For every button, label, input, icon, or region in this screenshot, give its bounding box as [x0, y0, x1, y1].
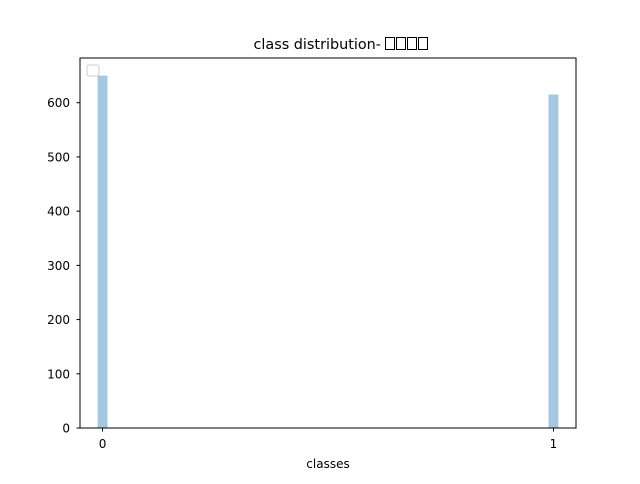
- y-axis: 0 100 200 300 400 500 600: [47, 96, 80, 436]
- chart-title: class distribution-: [254, 37, 428, 53]
- x-tick-label-1: 1: [550, 437, 558, 451]
- chart-title-missing-glyphs: [385, 37, 428, 50]
- y-tick-label-400: 400: [47, 205, 70, 219]
- title-missing-glyph-box: [418, 37, 428, 50]
- y-tick-label-500: 500: [47, 150, 70, 164]
- title-missing-glyph-box: [407, 37, 417, 50]
- y-tick-label-200: 200: [47, 313, 70, 327]
- x-axis-label: classes: [306, 457, 349, 471]
- y-tick-label-300: 300: [47, 259, 70, 273]
- y-tick-label-100: 100: [47, 367, 70, 381]
- y-tick-label-600: 600: [47, 96, 70, 110]
- axes-frame: [79, 57, 577, 429]
- bars-group: [97, 75, 559, 428]
- bar-0: [97, 75, 108, 428]
- title-missing-glyph-box: [396, 37, 406, 50]
- x-tick-label-0: 0: [99, 437, 107, 451]
- legend-box: [86, 64, 100, 77]
- title-missing-glyph-box: [385, 37, 395, 50]
- chart-title-text: class distribution-: [254, 37, 382, 53]
- bar-1: [548, 94, 559, 428]
- y-tick-label-0: 0: [62, 422, 70, 436]
